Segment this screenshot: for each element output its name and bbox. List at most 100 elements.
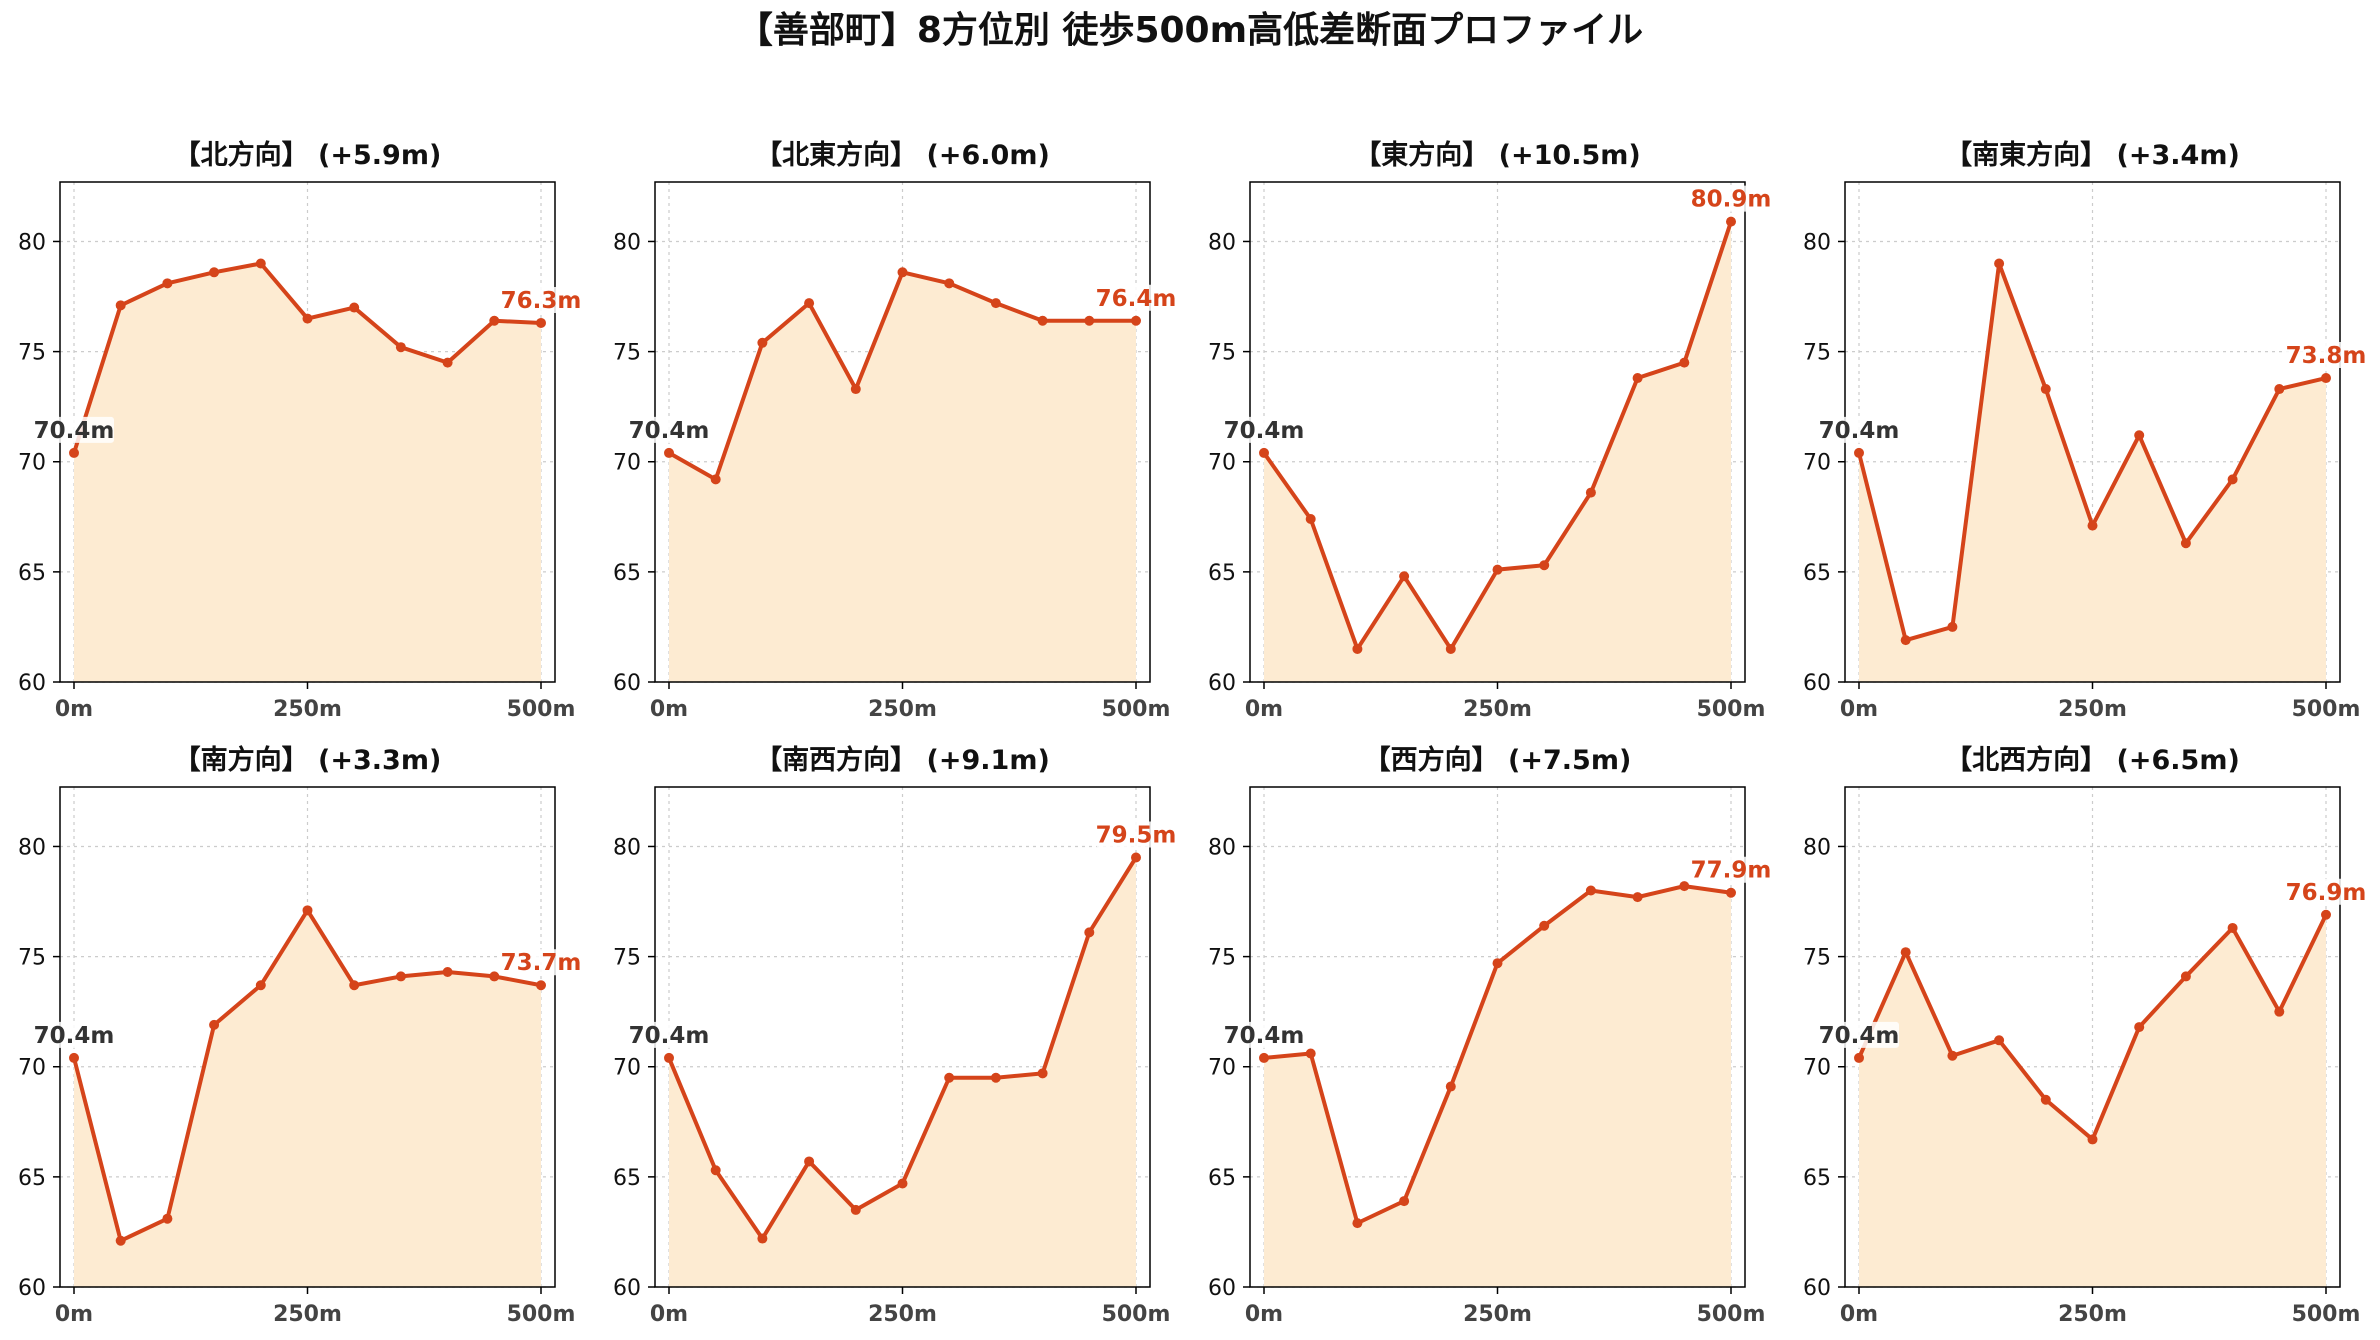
x-tick-label: 250m [1463,1302,1532,1327]
data-point [1492,564,1503,575]
start-label-background [34,416,114,443]
data-point [2134,1022,2145,1033]
chart-panel: 【北方向】 (+5.9m) 60 65 70 75 80 0m 250m 500m 70.4m 76… [18,139,581,722]
data-point [944,278,955,289]
chart-panel: 【北西方向】 (+6.5m) 60 65 70 75 80 0m 250m 500m 70.4m 7… [1803,744,2366,1327]
figure-title: 【善部町】8方位別 徒歩500m高低差断面プロファイル [736,10,1644,51]
data-point [1445,643,1456,654]
data-point [710,1165,721,1176]
data-point [1585,885,1596,896]
data-point [1539,560,1550,571]
data-point [1492,958,1503,969]
x-tick-label: 0m [1840,697,1878,722]
data-point [2040,384,2051,395]
data-point [2134,430,2145,441]
data-point [1037,315,1048,326]
data-point [990,1072,1001,1083]
data-point [115,300,126,311]
data-point [1585,487,1596,498]
start-elevation-label: 70.4m [1819,1023,1900,1049]
end-elevation-label: 76.4m [1096,286,1177,312]
y-tick-label: 80 [613,230,641,255]
y-tick-label: 80 [1803,230,1831,255]
data-point [1305,1048,1316,1059]
data-point [162,278,173,289]
data-point [536,980,546,991]
end-elevation-label: 76.3m [501,288,582,314]
chart-title: 【南東方向】 (+3.4m) [1945,139,2240,171]
x-tick-label: 500m [507,697,576,722]
data-point [2227,474,2238,485]
x-tick-label: 0m [55,697,93,722]
chart-title: 【西方向】 (+7.5m) [1364,744,1632,776]
chart-title: 【北西方向】 (+6.5m) [1945,744,2240,776]
y-tick-label: 65 [18,561,46,586]
y-tick-label: 60 [18,1276,46,1301]
end-elevation-label: 73.8m [2286,343,2367,369]
y-tick-label: 60 [1803,671,1831,696]
y-tick-label: 70 [1208,451,1236,476]
data-point [757,1233,768,1244]
chart-title: 【南方向】 (+3.3m) [174,744,442,776]
x-tick-label: 250m [2058,697,2127,722]
start-elevation-label: 70.4m [1224,418,1305,444]
x-tick-label: 500m [507,1302,576,1327]
data-point [349,302,360,313]
start-label-background [629,1021,709,1048]
start-label-background [1819,1021,1899,1048]
data-point [115,1235,126,1246]
y-tick-label: 80 [1803,835,1831,860]
x-tick-label: 500m [2292,1302,2361,1327]
x-tick-label: 250m [2058,1302,2127,1327]
elevation-area [74,910,541,1287]
chart-panel: 【西方向】 (+7.5m) 60 65 70 75 80 0m 250m 500m 70.4m 77… [1208,744,1771,1327]
start-label-background [1224,416,1304,443]
y-tick-label: 65 [1803,561,1831,586]
x-tick-label: 500m [2292,697,2361,722]
data-point [302,313,313,324]
y-tick-label: 65 [1803,1166,1831,1191]
data-point [2321,909,2331,920]
data-point [69,447,79,458]
chart-panel: 【北東方向】 (+6.0m) 60 65 70 75 80 0m 250m 500m 70.4m 7… [613,139,1176,722]
data-point [1259,1052,1269,1063]
end-label-background [1096,821,1176,848]
x-tick-label: 500m [1102,697,1171,722]
data-point [1399,571,1410,582]
data-point [1900,635,1911,646]
data-point [489,315,500,326]
y-tick-label: 75 [613,341,641,366]
x-tick-label: 0m [1840,1302,1878,1327]
data-point [255,980,266,991]
chart-panel: 【南方向】 (+3.3m) 60 65 70 75 80 0m 250m 500m 70.4m 73… [18,744,581,1327]
data-point [162,1213,173,1224]
start-elevation-label: 70.4m [1224,1023,1305,1049]
data-point [944,1072,955,1083]
y-tick-label: 75 [1208,341,1236,366]
x-tick-label: 250m [868,697,937,722]
data-point [1131,852,1141,863]
y-tick-label: 70 [18,1056,46,1081]
data-point [442,967,453,978]
data-point [209,267,220,278]
data-point [1352,1218,1363,1229]
y-tick-label: 75 [1208,946,1236,971]
y-tick-label: 80 [18,230,46,255]
data-point [255,258,266,269]
data-point [1084,315,1095,326]
data-point [1632,373,1643,384]
y-tick-label: 70 [613,1056,641,1081]
end-label-background [501,949,581,976]
data-point [1947,1050,1958,1061]
y-tick-label: 75 [18,946,46,971]
x-tick-label: 0m [1245,697,1283,722]
data-point [1399,1196,1410,1207]
data-point [1994,258,2005,269]
y-tick-label: 60 [613,1276,641,1301]
start-elevation-label: 70.4m [34,418,115,444]
y-tick-label: 65 [1208,561,1236,586]
data-point [990,298,1001,309]
data-point [209,1019,220,1030]
elevation-area [1859,263,2326,682]
